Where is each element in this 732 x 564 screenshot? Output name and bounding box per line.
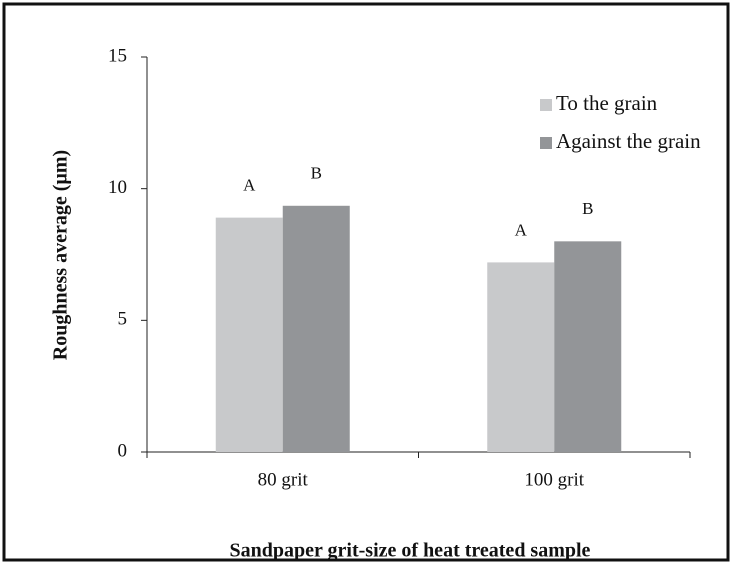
bar-annotation: B <box>311 164 322 183</box>
x-axis-label: Sandpaper grit-size of heat treated samp… <box>230 540 591 562</box>
x-tick-label: 80 grit <box>258 469 309 490</box>
legend-swatch <box>540 137 552 149</box>
y-tick-label: 0 <box>118 440 128 461</box>
bar <box>487 262 555 452</box>
bar <box>282 205 350 452</box>
bar-annotation: A <box>515 220 528 239</box>
legend-label: Against the grain <box>556 129 701 153</box>
y-tick-label: 5 <box>118 309 128 330</box>
x-tick-label: 100 grit <box>524 469 584 490</box>
bar-annotation: A <box>243 176 256 195</box>
bar <box>554 241 622 452</box>
y-tick-label: 15 <box>108 45 127 66</box>
legend-swatch <box>540 99 552 111</box>
bar-annotation: B <box>582 199 593 218</box>
y-tick-label: 10 <box>108 177 127 198</box>
legend-label: To the grain <box>556 91 658 115</box>
bar <box>215 217 283 452</box>
y-axis-label: Roughness average (µm) <box>50 150 72 360</box>
